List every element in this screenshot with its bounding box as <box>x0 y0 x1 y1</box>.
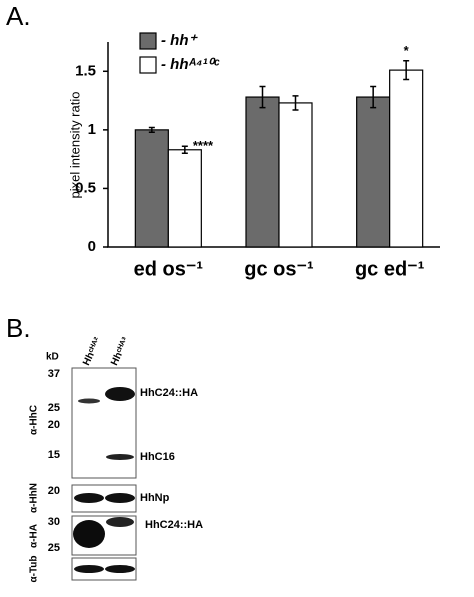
marker: 25 <box>48 402 60 414</box>
y-tick-label: 1 <box>88 121 96 138</box>
band-label: HhC24::HA <box>140 387 198 399</box>
bar <box>134 129 169 248</box>
band <box>74 493 104 503</box>
band <box>106 454 134 460</box>
band <box>105 493 135 503</box>
antibody-label: α-Tub <box>29 555 40 582</box>
panel-label: A. <box>6 1 31 31</box>
band <box>105 565 135 573</box>
x-tick-label: gc os⁻¹ <box>244 258 314 280</box>
significance-label: * <box>404 43 410 58</box>
marker: 20 <box>48 485 60 497</box>
y-tick-label: 0.5 <box>75 179 96 196</box>
bar <box>245 96 280 248</box>
blot-panel: B. kD Hhᶜᴴᴬ² Hhᶜᴴᴬ³ α-HhC 37 25 20 15 Hh… <box>6 313 203 583</box>
error-bar <box>181 145 188 155</box>
band-label: HhC24::HA <box>145 519 203 531</box>
significance-label: **** <box>193 138 214 153</box>
band <box>73 520 105 548</box>
plot: 0 0.5 1 1.5 - hh⁺ - hhᴬ⁴¹⁰ᶜ ed os⁻¹ **** gc os⁻¹… <box>75 32 425 280</box>
x-tick-label: gc ed⁻¹ <box>355 258 425 280</box>
marker: 15 <box>48 449 60 461</box>
error-bar <box>370 85 377 109</box>
error-bar <box>259 85 266 109</box>
band <box>106 517 134 527</box>
marker: 37 <box>48 368 60 380</box>
band-label: HhNp <box>140 492 170 504</box>
bar <box>356 96 391 248</box>
band <box>74 565 104 573</box>
legend-swatch <box>139 56 157 74</box>
bar <box>278 102 313 248</box>
blot-box <box>71 367 137 479</box>
error-bar <box>148 126 155 133</box>
bar <box>167 149 202 248</box>
lane-label: Hhᶜᴴᴬ² <box>81 335 104 367</box>
kd-label: kD <box>46 352 59 363</box>
x-tick-label: ed os⁻¹ <box>134 258 204 280</box>
band <box>78 398 100 404</box>
antibody-label: α-HhN <box>29 483 40 513</box>
lane-label: Hhᶜᴴᴬ³ <box>109 335 132 367</box>
marker: 20 <box>48 419 60 431</box>
band-label: HhC16 <box>140 451 175 463</box>
error-bar <box>403 59 410 81</box>
antibody-label: α-HA <box>29 524 40 548</box>
y-tick-label: 1.5 <box>75 62 96 79</box>
panel-label: B. <box>6 313 31 343</box>
antibody-label: α-HhC <box>29 405 40 435</box>
band <box>105 387 135 401</box>
marker: 30 <box>48 516 60 528</box>
legend-swatch <box>139 32 157 50</box>
marker: 25 <box>48 542 60 554</box>
y-axis-label: pixel intensity ratio <box>67 92 82 199</box>
bar <box>389 69 424 248</box>
legend-label: - hh⁺ <box>161 32 198 49</box>
y-tick-label: 0 <box>88 238 96 255</box>
legend-label: - hhᴬ⁴¹⁰ᶜ <box>161 56 221 73</box>
error-bar <box>292 95 299 111</box>
